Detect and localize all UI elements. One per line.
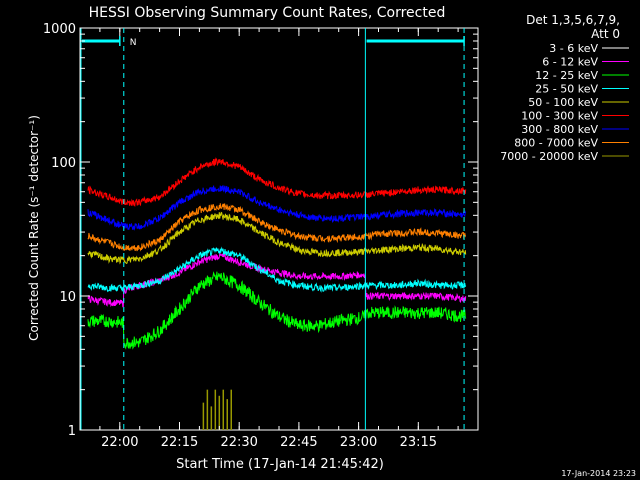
- legend-header-line-1: Det 1,3,5,6,7,9,: [526, 13, 620, 27]
- legend-label-8: 7000 - 20000 keV: [500, 150, 598, 163]
- y-tick-label-1: 10: [59, 290, 76, 305]
- y-tick-label-0: 1: [68, 424, 76, 439]
- x-tick-label-3: 22:45: [280, 435, 317, 450]
- x-axis-label: Start Time (17-Jan-14 21:45:42): [176, 457, 384, 472]
- series-line-6: [87, 184, 467, 231]
- series-line-3: [87, 246, 467, 293]
- legend-label-5: 100 - 300 keV: [521, 110, 598, 123]
- x-tick-label-2: 22:30: [220, 435, 257, 450]
- y-tick-label-2: 100: [51, 156, 76, 171]
- annotation-layer: N: [80, 28, 465, 430]
- x-tick-label-1: 22:15: [161, 435, 198, 450]
- x-tick-label-5: 23:15: [400, 435, 437, 450]
- y-tick-label-3: 1000: [43, 22, 76, 37]
- series-line-2: [87, 271, 467, 350]
- series-line-5: [87, 157, 467, 208]
- chart-title: HESSI Observing Summary Count Rates, Cor…: [89, 5, 446, 21]
- series-line-4: [87, 211, 467, 265]
- legend-label-1: 6 - 12 keV: [542, 56, 598, 69]
- legend-label-3: 25 - 50 keV: [535, 83, 598, 96]
- axis-layer: 22:00 22:15 22:30 22:45 23:00 23:15 1 10 100 1000: [43, 22, 479, 450]
- legend-label-0: 3 - 6 keV: [549, 42, 598, 55]
- series-line-1: [87, 252, 467, 308]
- legend-label-7: 800 - 7000 keV: [514, 137, 598, 150]
- legend-label-6: 300 - 800 keV: [521, 123, 598, 136]
- legend-label-2: 12 - 25 keV: [535, 69, 598, 82]
- legend-label-4: 50 - 100 keV: [528, 96, 598, 109]
- series-layer: [87, 157, 467, 430]
- timestamp: 17-Jan-2014 23:23: [561, 469, 636, 478]
- x-tick-label-0: 22:00: [101, 435, 138, 450]
- coverage-bar-label: N: [130, 38, 137, 48]
- x-tick-label-4: 23:00: [340, 435, 377, 450]
- series-line-7: [87, 203, 467, 252]
- y-axis-label: Corrected Count Rate (s⁻¹ detector⁻¹): [27, 115, 41, 341]
- legend-header-line-2: Att 0: [591, 27, 620, 41]
